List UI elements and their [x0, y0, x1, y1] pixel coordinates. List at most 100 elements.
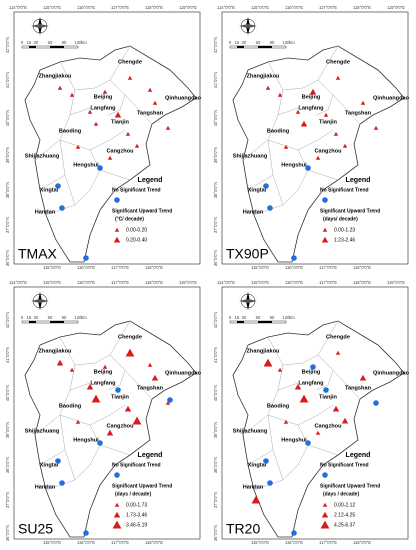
lon-label: 117°0'0"E	[111, 265, 129, 270]
city-label: Tangshan	[345, 110, 372, 116]
station-upward	[132, 416, 142, 425]
scale-label: 30	[34, 40, 39, 45]
lon-label: 116°0'0"E	[285, 5, 303, 10]
city-label: Hengshui	[73, 162, 99, 168]
city-label: Baoding	[267, 403, 290, 409]
panel-label: SU25	[18, 521, 53, 537]
city-boundary	[107, 369, 126, 391]
scale-label: 15	[235, 40, 240, 45]
city-boundary	[59, 129, 126, 151]
city-label: Chengde	[326, 334, 350, 340]
city-label: Tianjin	[111, 394, 130, 400]
scale-label: 90	[62, 315, 67, 320]
lat-label: 42°0'0"N	[213, 37, 218, 53]
station-no-trend	[55, 458, 61, 464]
lat-label: 39°0'0"N	[213, 147, 218, 163]
lon-label: 115°0'0"E	[251, 540, 269, 545]
city-label: Handan	[243, 209, 264, 215]
legend-triangle	[113, 511, 121, 518]
legend-no-trend: No Significant Trend	[320, 187, 369, 193]
city-boundary	[59, 404, 126, 426]
legend-units: (days / decade)	[115, 491, 151, 497]
station-upward	[114, 111, 122, 118]
scale-label: 0	[21, 315, 24, 320]
city-boundary	[267, 61, 299, 116]
scale-label: 0	[229, 40, 232, 45]
station-upward	[134, 143, 140, 148]
station-no-trend	[167, 397, 173, 403]
panel-label: TX90P	[226, 246, 269, 262]
legend-triangle	[322, 227, 328, 232]
station-no-trend	[97, 165, 103, 171]
lon-label: 114°0'0"E	[9, 280, 27, 285]
city-boundary	[282, 320, 339, 366]
lon-label: 119°0'0"E	[179, 280, 197, 285]
city-label: Beijing	[94, 369, 113, 375]
station-upward	[152, 100, 158, 105]
scale-bar	[50, 321, 64, 323]
lat-label: 37°0'0"N	[213, 217, 218, 233]
legend-class: 1.23-2.46	[334, 237, 355, 243]
station-upward	[125, 348, 135, 357]
station-no-trend	[310, 364, 316, 370]
city-label: Baoding	[267, 128, 290, 134]
station-upward	[102, 364, 108, 369]
lon-label: 118°0'0"E	[145, 5, 163, 10]
scale-label: 120	[75, 40, 83, 45]
station-upward	[360, 100, 366, 105]
legend-upward: Significant Upward Trend	[112, 208, 172, 214]
lat-label: 38°0'0"N	[5, 182, 10, 198]
lon-label: 117°0'0"E	[319, 540, 337, 545]
scale-label: 0	[229, 315, 232, 320]
legend-triangle	[113, 236, 121, 243]
city-label: Tianjin	[319, 394, 338, 400]
city-label: Tangshan	[137, 110, 164, 116]
map-panel: 114°0'0"E 115°0'0"E 115°0'0"E 116°0'0"E 116°…	[213, 280, 409, 545]
legend-units: (days/ decade)	[323, 216, 358, 222]
station-upward	[332, 405, 340, 412]
station-upward	[86, 383, 94, 390]
scale-label: 120	[75, 315, 83, 320]
lat-label: 39°0'0"N	[213, 422, 218, 438]
station-no-trend	[59, 480, 65, 486]
legend-title: Legend	[346, 177, 371, 184]
legend-title: Legend	[346, 452, 371, 459]
station-upward	[107, 155, 113, 160]
city-label: Shijiazhuang	[233, 428, 268, 434]
lat-label: 39°0'0"N	[5, 422, 10, 438]
city-label: Xingtai	[40, 187, 59, 193]
legend-dot	[114, 472, 120, 478]
lon-label: 118°0'0"E	[145, 540, 163, 545]
scale-label: 30	[242, 40, 247, 45]
city-label: Langfang	[298, 105, 324, 111]
city-label: Chengde	[326, 59, 350, 65]
lon-label: 115°0'0"E	[43, 265, 61, 270]
station-upward	[75, 419, 81, 424]
lat-label: 36°0'0"N	[213, 250, 218, 266]
scale-label: km	[289, 315, 295, 320]
scale-bar	[50, 46, 64, 48]
station-upward	[251, 495, 261, 504]
scale-label: 60	[48, 315, 53, 320]
station-upward	[300, 120, 308, 127]
legend-class: 0.00-1.73	[126, 502, 147, 508]
lat-label: 38°0'0"N	[213, 182, 218, 198]
legend-class: 4.25-6.37	[334, 522, 355, 528]
station-no-trend	[97, 440, 103, 446]
station-upward	[295, 109, 301, 114]
lon-label: 118°0'0"E	[145, 280, 163, 285]
lat-label: 37°0'0"N	[5, 492, 10, 508]
station-upward	[165, 125, 171, 130]
station-upward	[333, 131, 339, 136]
city-label: Handan	[35, 209, 56, 215]
station-upward	[147, 362, 153, 367]
lat-label: 38°0'0"N	[213, 457, 218, 473]
lat-label: 42°0'0"N	[5, 312, 10, 328]
station-upward	[56, 359, 64, 366]
station-no-trend	[291, 255, 297, 261]
city-label: Hengshui	[281, 437, 307, 443]
scale-label: 60	[256, 315, 261, 320]
scale-label: 120	[283, 315, 291, 320]
legend-upward: Significant Upward Trend	[320, 208, 380, 214]
station-upward	[265, 85, 271, 90]
